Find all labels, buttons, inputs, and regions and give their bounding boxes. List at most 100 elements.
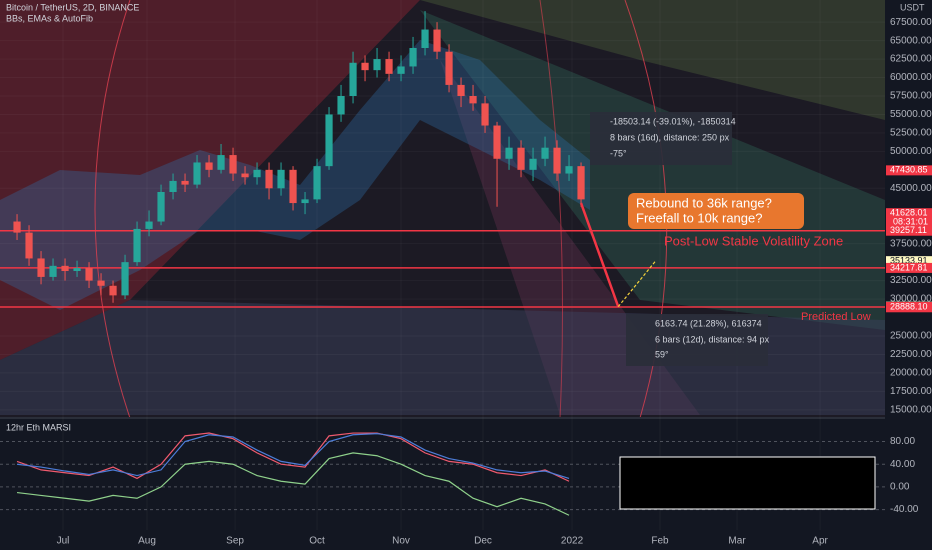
candle-body: [541, 147, 549, 159]
x-tick-label: Apr: [812, 536, 828, 547]
x-tick-label: Feb: [651, 536, 669, 547]
candle-body: [73, 268, 81, 272]
candle-body: [49, 265, 57, 277]
callout-box: [628, 193, 804, 229]
price-tag-label: 39257.11: [890, 225, 927, 235]
y-tick-label: 65000.00: [890, 35, 932, 46]
y-tick-label: 50000.00: [890, 146, 932, 157]
candle-body: [109, 285, 117, 296]
candle-body: [373, 59, 381, 71]
fib-fan: [420, 10, 885, 330]
candle-body: [241, 173, 249, 178]
candle-body: [517, 147, 525, 170]
candle-body: [229, 155, 237, 174]
candle-body: [121, 262, 129, 296]
y-tick-label: 60000.00: [890, 72, 932, 83]
x-tick-label: Aug: [138, 536, 156, 547]
price-tag-label: 34217.81: [890, 262, 928, 272]
measure-text: 6163.74 (21.28%), 616374: [655, 318, 762, 328]
y-tick-label: 80.00: [890, 436, 915, 447]
indicator-line: [16, 452, 570, 516]
price-tag-label: 35133.91: [890, 256, 928, 266]
y-tick-label: 25000.00: [890, 331, 932, 342]
fib-arc: [539, 0, 563, 419]
price-tag: [886, 165, 932, 176]
candle-body: [433, 29, 441, 52]
candle-body: [25, 232, 33, 259]
candle-body: [457, 84, 465, 96]
candle-body: [13, 221, 21, 233]
x-tick-label: Nov: [392, 536, 410, 547]
x-tick-label: Dec: [474, 536, 492, 547]
price-tag: [886, 302, 932, 313]
candle-body: [385, 59, 393, 74]
price-tag-label: 28888.10: [890, 302, 928, 312]
price-tag: [886, 208, 932, 219]
y-tick-label: 32500.00: [890, 275, 932, 286]
candle-body: [133, 228, 141, 263]
candle-body: [253, 169, 261, 178]
candle-body: [529, 158, 537, 170]
bollinger-band: [0, 40, 590, 310]
y-tick-label: 15000.00: [890, 404, 932, 415]
price-tag: [886, 225, 932, 236]
fib-fan: [0, 0, 420, 360]
candle-body: [169, 180, 177, 192]
candle-body: [577, 166, 585, 200]
fib-fan: [420, 0, 885, 120]
candle-body: [313, 166, 321, 200]
indicator-line: [16, 432, 570, 482]
candle-body: [145, 221, 153, 229]
candle-body: [217, 155, 225, 170]
symbol-title: Bitcoin / TetherUS, 2D, BINANCE: [6, 2, 139, 12]
price-tag-label: 41628.01: [890, 208, 928, 218]
candle-body: [85, 268, 93, 281]
y-tick-label: 45000.00: [890, 183, 932, 194]
y-tick-label: 57500.00: [890, 91, 932, 102]
candle-body: [553, 147, 561, 174]
measure-text: -75°: [610, 148, 627, 158]
candle-body: [481, 103, 489, 126]
x-tick-label: Jul: [57, 536, 70, 547]
y-tick-label: 20000.00: [890, 368, 932, 379]
zone-label: Post-Low Stable Volatility Zone: [664, 233, 843, 248]
countdown-tag: [886, 217, 932, 228]
x-tick-label: Sep: [226, 536, 244, 547]
note-box: [619, 456, 876, 510]
candle-body: [349, 62, 357, 96]
candle-body: [493, 125, 501, 159]
price-tag-label: 47430.85: [890, 165, 928, 175]
indicator-name: BBs, EMAs & AutoFib: [6, 13, 93, 23]
candle-body: [277, 169, 285, 189]
y-tick-label: 30000.00: [890, 294, 932, 305]
pane-title: 12hr Eth MARSI: [6, 422, 71, 432]
x-tick-label: Mar: [728, 536, 746, 547]
x-tick-label: Oct: [309, 536, 325, 547]
candle-body: [37, 258, 45, 277]
callout-text: Rebound to 36k range?: [636, 195, 772, 210]
measure-box: [590, 112, 732, 165]
x-tick-label: 2022: [561, 536, 584, 547]
candle-body: [505, 147, 513, 159]
y-tick-label: 17500.00: [890, 386, 932, 397]
y-tick-label: 37500.00: [890, 238, 932, 249]
currency: USDT: [900, 2, 925, 12]
measure-text: 8 bars (16d), distance: 250 px: [610, 132, 730, 142]
measure-box: [626, 314, 768, 366]
candle-body: [325, 114, 333, 167]
y-tick-label: 0.00: [890, 482, 910, 493]
candle-body: [397, 66, 405, 74]
annotations: -18503.14 (-39.01%), -1850314 8 bars (16…: [590, 112, 876, 510]
price-axis: [885, 0, 932, 550]
price-tag: [886, 262, 932, 273]
measure-text: 59°: [655, 349, 669, 359]
candle-body: [421, 29, 429, 48]
indicator-line: [16, 433, 570, 479]
y-tick-label: 52500.00: [890, 128, 932, 139]
y-tick-label: 55000.00: [890, 109, 932, 120]
candle-body: [157, 191, 165, 222]
measure-text: 6 bars (12d), distance: 94 px: [655, 334, 770, 344]
candle-body: [445, 51, 453, 85]
y-tick-label: 62500.00: [890, 54, 932, 65]
fib-arc: [94, 0, 131, 419]
